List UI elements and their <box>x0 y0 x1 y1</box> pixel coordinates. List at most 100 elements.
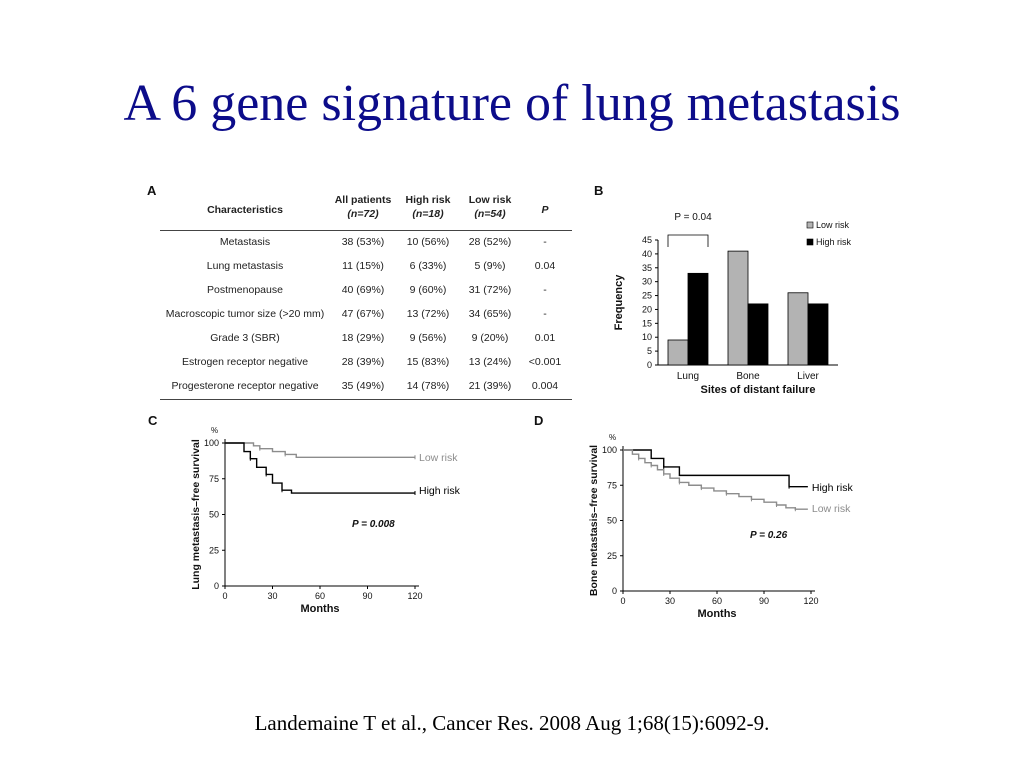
table-cell-low: 13 (24%) <box>468 356 512 368</box>
y-tick-label: 0 <box>647 360 652 370</box>
table-cell-high: 15 (83%) <box>406 356 450 368</box>
y-tick-label: 25 <box>642 291 652 301</box>
y-tick-label: 20 <box>642 304 652 314</box>
table-cell-p: <0.001 <box>528 356 562 368</box>
characteristics-table: Characteristics All patients (n=72) High… <box>160 192 572 400</box>
y-unit-label: % <box>609 433 616 442</box>
y-tick-label: 25 <box>607 551 617 561</box>
panel-a-letter: A <box>147 183 157 198</box>
series-label: High risk <box>419 485 461 497</box>
y-tick-label: 5 <box>647 346 652 356</box>
header-low-risk: Low risk <box>468 194 512 206</box>
survival-curve-low-risk <box>225 442 415 458</box>
table-cell-low: 21 (39%) <box>468 380 512 392</box>
y-axis-label: Frequency <box>613 274 625 331</box>
y-tick-label: 100 <box>204 438 219 448</box>
y-tick-label: 0 <box>214 581 219 591</box>
table-row: Estrogen receptor negative 28 (39%) 15 (83… <box>160 351 572 375</box>
x-tick-label: Liver <box>797 371 819 382</box>
table-cell-low: 5 (9%) <box>474 260 506 272</box>
legend-swatch <box>806 221 814 229</box>
x-axis-label: Months <box>697 608 736 620</box>
x-tick-label: Lung <box>677 371 699 382</box>
table-cell-characteristic: Lung metastasis <box>206 260 284 272</box>
table-cell-characteristic: Progesterone receptor negative <box>171 380 319 392</box>
header-all-patients: All patients <box>334 194 392 206</box>
header-all-patients-n: (n=72) <box>347 208 379 220</box>
y-tick-label: 45 <box>642 235 652 245</box>
slide-title: A 6 gene signature of lung metastasis <box>123 75 901 132</box>
table-cell-high: 9 (56%) <box>409 332 447 344</box>
x-tick-label: 0 <box>222 591 227 601</box>
table-body: Metastasis 38 (53%) 10 (56%) 28 (52%) - Lung … <box>160 231 572 400</box>
x-tick-label: 30 <box>665 596 675 606</box>
table-cell-p: 0.04 <box>534 260 556 272</box>
survival-curve-high-risk <box>623 449 808 488</box>
table-cell-high: 6 (33%) <box>409 260 447 272</box>
x-tick-label: 60 <box>712 596 722 606</box>
y-tick-label: 25 <box>209 545 219 555</box>
table-cell-low: 9 (20%) <box>471 332 509 344</box>
table-row: Macroscopic tumor size (>20 mm) 47 (67%) 1… <box>160 303 572 327</box>
header-low-risk-n: (n=54) <box>474 208 506 220</box>
bar-high-risk <box>687 272 709 366</box>
table-row: Progesterone receptor negative 35 (49%) 14… <box>160 375 572 400</box>
table-cell-low: 28 (52%) <box>468 236 512 248</box>
x-tick-label: 30 <box>267 591 277 601</box>
table-row: Postmenopause 40 (69%) 9 (60%) 31 (72%) - <box>160 279 572 303</box>
bone-metastasis-survival-chart: 0 25 50 75 100 0 30 60 90 120% Months Bone metastas… <box>588 433 854 620</box>
y-axis-label: Lung metastasis–free survival <box>190 439 202 590</box>
table-cell-p: - <box>543 236 547 248</box>
table-cell-all: 35 (49%) <box>341 380 385 392</box>
series-label: Low risk <box>419 452 458 464</box>
y-axis-label: Bone metastasis–free survival <box>588 445 600 596</box>
header-high-risk-n: (n=18) <box>412 208 444 220</box>
x-axis-label: Months <box>300 603 339 615</box>
y-unit-label: % <box>211 426 218 435</box>
table-cell-p: - <box>543 284 547 296</box>
table-cell-characteristic: Estrogen receptor negative <box>181 356 309 368</box>
bar-high-risk <box>807 303 829 366</box>
y-tick-label: 50 <box>607 516 617 526</box>
table-cell-p: - <box>543 308 547 320</box>
survival-curve-low-risk <box>623 449 808 510</box>
bar-low-risk <box>787 292 809 366</box>
legend-swatch <box>806 238 814 246</box>
table-cell-high: 13 (72%) <box>406 308 450 320</box>
table-cell-low: 31 (72%) <box>468 284 512 296</box>
y-tick-label: 30 <box>642 277 652 287</box>
table-header: Characteristics All patients (n=72) High… <box>160 192 572 231</box>
x-tick-label: 120 <box>803 596 818 606</box>
y-tick-label: 0 <box>612 586 617 596</box>
table-cell-high: 9 (60%) <box>409 284 447 296</box>
citation: Landemaine T et al., Cancer Res. 2008 Au… <box>254 711 770 735</box>
significance-bracket <box>667 234 709 247</box>
y-tick-label: 35 <box>642 263 652 273</box>
table-cell-all: 11 (15%) <box>342 260 384 272</box>
y-tick-label: 75 <box>607 480 617 490</box>
table-cell-characteristic: Postmenopause <box>207 284 283 296</box>
table-cell-all: 47 (67%) <box>341 308 385 320</box>
table-cell-characteristic: Grade 3 (SBR) <box>210 332 280 344</box>
panel-d-letter: D <box>534 413 544 428</box>
table-row: Grade 3 (SBR) 18 (29%) 9 (56%) 9 (20%) 0.01 <box>160 327 572 351</box>
x-tick-label: 0 <box>620 596 625 606</box>
lung-metastasis-survival-chart: 0 25 50 75 100 0 30 60 90 120% Months Lung metastas… <box>190 426 461 615</box>
x-tick-label: 120 <box>407 591 422 601</box>
bar-low-risk <box>727 250 749 366</box>
y-tick-label: 15 <box>642 318 652 328</box>
table-cell-p: 0.004 <box>531 380 559 392</box>
p-value-annotation: P = 0.26 <box>750 530 788 541</box>
table-cell-p: 0.01 <box>534 332 556 344</box>
legend-label: Low risk <box>816 220 850 230</box>
panel-c-letter: C <box>148 413 158 428</box>
x-tick-label: 90 <box>362 591 372 601</box>
series-label: High risk <box>812 482 854 494</box>
table-cell-characteristic: Metastasis <box>219 236 271 248</box>
survival-curve-high-risk <box>225 442 415 494</box>
x-axis-label: Sites of distant failure <box>701 384 816 396</box>
p-value-annotation: P = 0.04 <box>674 212 712 223</box>
series-label: Low risk <box>812 503 851 515</box>
y-tick-label: 10 <box>642 332 652 342</box>
header-characteristics: Characteristics <box>207 204 283 216</box>
